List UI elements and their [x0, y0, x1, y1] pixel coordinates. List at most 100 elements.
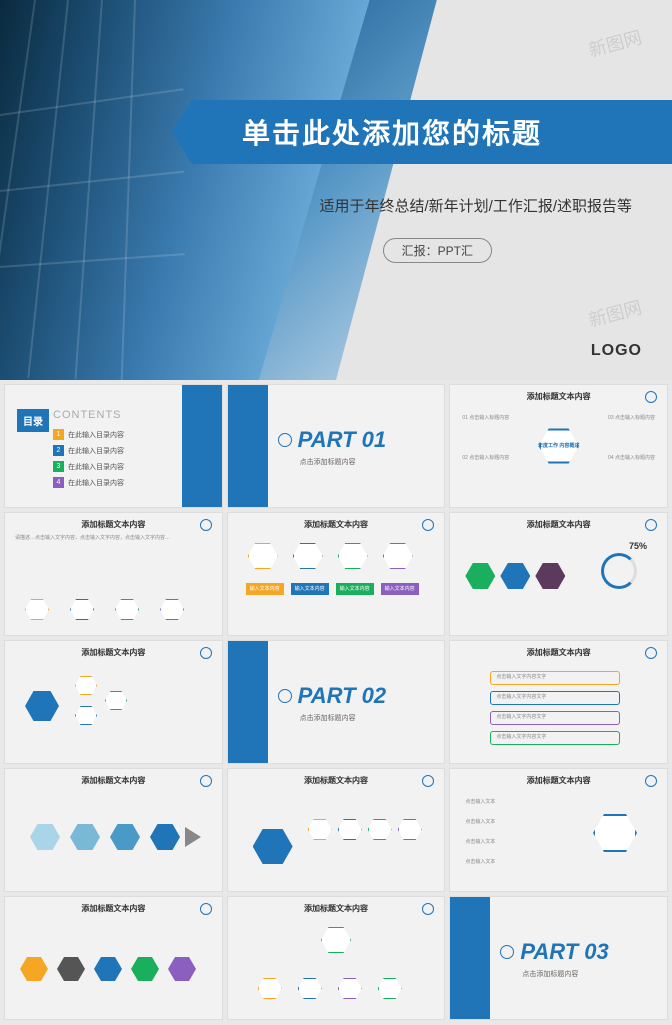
- label-bar: 输入文本内容: [381, 583, 419, 595]
- chart-icon: [500, 945, 514, 959]
- hex-item: [338, 978, 362, 999]
- item-text: 03 点击输入标题内容: [605, 415, 655, 422]
- item-text: 04 点击输入标题内容: [605, 455, 655, 462]
- hex-item: [168, 957, 196, 981]
- content-slide: 添加标题文本内容 点击输入文字内容文字 点击输入文字内容文字 点击输入文字内容文…: [449, 640, 668, 764]
- building-graphic: [0, 0, 336, 380]
- hex-item: [293, 543, 323, 569]
- toc-label-en: CONTENTS: [53, 409, 122, 421]
- center-hex: [321, 927, 351, 953]
- content-slide: 添加标题文本内容 年度工作 内容概述 01 点击输入标题内容 02 点击输入标题…: [449, 384, 668, 508]
- hex-item: [150, 824, 180, 850]
- hex-item: [57, 957, 85, 981]
- slide-heading: 添加标题文本内容: [304, 775, 368, 786]
- chart-icon: [200, 775, 212, 787]
- hex-item: [70, 824, 100, 850]
- toc-label: 目录: [17, 409, 49, 432]
- hex-item: [308, 819, 332, 840]
- hex-item: [378, 978, 402, 999]
- item-text: 点击输入文本: [465, 839, 555, 846]
- hex-item: [465, 563, 495, 589]
- part-number: PART 01: [298, 427, 386, 453]
- chart-icon: [422, 519, 434, 531]
- content-slide: 添加标题文本内容: [227, 768, 446, 892]
- item-text: 点击输入文本: [465, 859, 555, 866]
- chart-icon: [422, 903, 434, 915]
- content-slide: 添加标题文本内容 输入文本内容 输入文本内容 输入文本内容 输入文本内容: [227, 512, 446, 636]
- chart-icon: [645, 647, 657, 659]
- label-bar: 输入文本内容: [246, 583, 284, 595]
- center-hex: [593, 814, 637, 852]
- hex-item: [338, 819, 362, 840]
- main-title: 单击此处添加您的标题: [242, 112, 542, 152]
- slide-heading: 添加标题文本内容: [527, 647, 591, 658]
- chart-icon: [422, 775, 434, 787]
- item-text: 01 点击输入标题内容: [462, 415, 512, 422]
- chart-icon: [200, 519, 212, 531]
- hex-item: [110, 824, 140, 850]
- toc-item: 4在此输入目录内容: [53, 477, 124, 488]
- center-hex: [253, 829, 293, 864]
- donut-chart: [601, 553, 637, 589]
- item-text: 02 点击输入标题内容: [462, 455, 512, 462]
- chart-icon: [645, 391, 657, 403]
- logo-text: LOGO: [591, 342, 642, 360]
- chart-icon: [200, 647, 212, 659]
- part-subtitle: 点击添加标题内容: [522, 969, 578, 979]
- content-slide: 添加标题文本内容: [4, 896, 223, 1020]
- content-slide: 添加标题文本内容: [4, 640, 223, 764]
- slide-heading: 添加标题文本内容: [81, 647, 145, 658]
- part-divider-slide: PART 03 点击添加标题内容: [449, 896, 668, 1020]
- subtitle: 适用于年终总结/新年计划/工作汇报/述职报告等: [319, 195, 632, 216]
- part-number: PART 02: [298, 683, 386, 709]
- content-slide: 添加标题文本内容: [4, 768, 223, 892]
- hex-item: [94, 957, 122, 981]
- slide-heading: 添加标题文本内容: [527, 519, 591, 530]
- slide-heading: 添加标题文本内容: [527, 391, 591, 402]
- hex-item: [535, 563, 565, 589]
- toc-item: 3在此输入目录内容: [53, 461, 124, 472]
- hex-item: [258, 978, 282, 999]
- part-number: PART 03: [520, 939, 608, 965]
- chart-icon: [200, 903, 212, 915]
- body-text: 请描述…点击输入文字内容，点击输入文字内容，点击输入文字内容…: [15, 535, 205, 542]
- label-bar: 输入文本内容: [336, 583, 374, 595]
- hex-item: [105, 691, 127, 710]
- part-subtitle: 点击添加标题内容: [300, 713, 356, 723]
- chart-icon: [278, 689, 292, 703]
- content-slide: 添加标题文本内容 75%: [449, 512, 668, 636]
- center-hex: [25, 691, 59, 721]
- hex-item: [75, 706, 97, 725]
- toc-item: 2在此输入目录内容: [53, 445, 124, 456]
- hex-item: [248, 543, 278, 569]
- hex-item: [338, 543, 368, 569]
- hex-item: [368, 819, 392, 840]
- content-slide: 添加标题文本内容: [227, 896, 446, 1020]
- center-label: 年度工作 内容概述: [538, 443, 579, 450]
- hex-item: [25, 599, 49, 620]
- part-divider-slide: PART 01 点击添加标题内容: [227, 384, 446, 508]
- reporter: 汇报：PPT汇: [383, 238, 492, 263]
- hex-item: [75, 676, 97, 695]
- part-subtitle: 点击添加标题内容: [300, 457, 356, 467]
- slide-heading: 添加标题文本内容: [527, 775, 591, 786]
- item-text: 点击输入文本: [465, 819, 555, 826]
- slide-heading: 添加标题文本内容: [304, 519, 368, 530]
- hex-item: [500, 563, 530, 589]
- label-bar: 输入文本内容: [291, 583, 329, 595]
- title-banner: 单击此处添加您的标题: [192, 100, 672, 164]
- cover-slide: 单击此处添加您的标题 适用于年终总结/新年计划/工作汇报/述职报告等 汇报：PP…: [0, 0, 672, 380]
- hex-item: [20, 957, 48, 981]
- watermark: 新图网: [586, 293, 645, 332]
- toc-item: 1在此输入目录内容: [53, 429, 124, 440]
- watermark: 新图网: [586, 23, 645, 62]
- percent-label: 75%: [629, 541, 647, 553]
- hex-item: [30, 824, 60, 850]
- part-divider-slide: PART 02 点击添加标题内容: [227, 640, 446, 764]
- hex-item: [398, 819, 422, 840]
- chart-icon: [645, 519, 657, 531]
- slide-heading: 添加标题文本内容: [304, 903, 368, 914]
- arrow-icon: [185, 827, 201, 847]
- toc-slide: 目录 CONTENTS 1在此输入目录内容 2在此输入目录内容 3在此输入目录内…: [4, 384, 223, 508]
- hex-item: [298, 978, 322, 999]
